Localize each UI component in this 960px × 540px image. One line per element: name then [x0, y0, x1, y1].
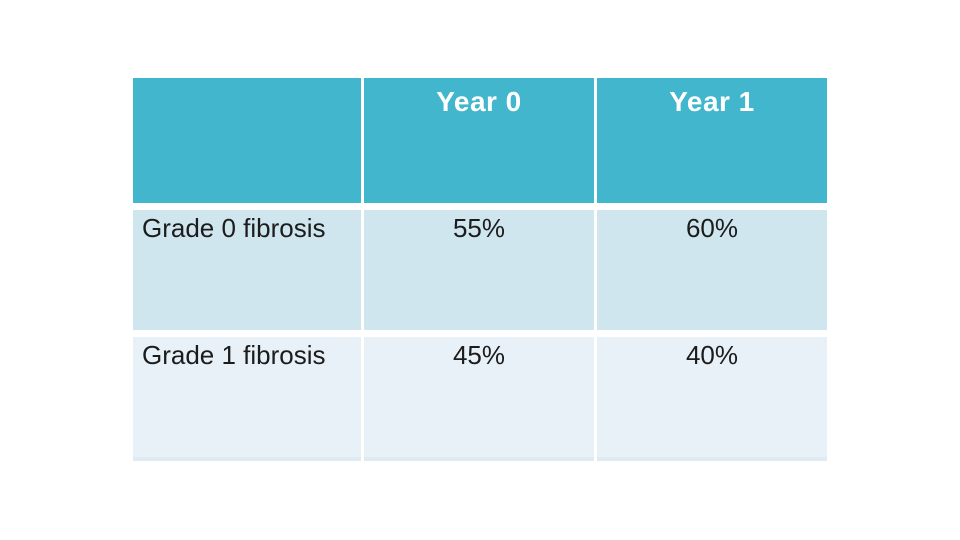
table-header-empty-cell: [133, 78, 361, 203]
cell-grade1-year0: 45%: [364, 337, 594, 461]
fibrosis-table: Year 0 Year 1 Grade 0 fibrosis 55% 60% G…: [133, 78, 827, 461]
cell-grade0-year1: 60%: [597, 210, 827, 330]
cell-grade1-year1: 40%: [597, 337, 827, 461]
cell-grade0-year0: 55%: [364, 210, 594, 330]
row-label-grade-1-fibrosis: Grade 1 fibrosis: [133, 337, 361, 461]
table-header-year-0: Year 0: [364, 78, 594, 203]
row-label-grade-0-fibrosis: Grade 0 fibrosis: [133, 210, 361, 330]
table-header-year-1: Year 1: [597, 78, 827, 203]
